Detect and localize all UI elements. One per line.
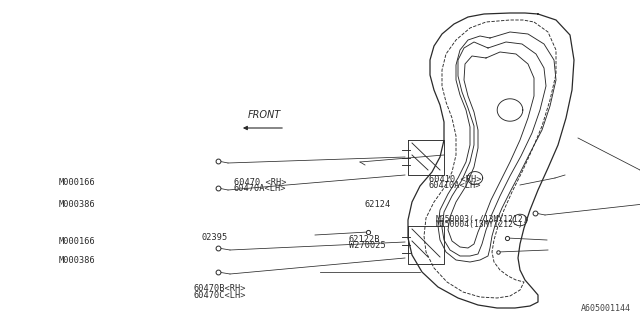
Text: W270025: W270025 <box>349 241 385 250</box>
Text: 02395: 02395 <box>202 233 228 242</box>
Text: A605001144: A605001144 <box>580 304 630 313</box>
Text: M000386: M000386 <box>59 200 95 209</box>
Text: M050003(-/13MY1212): M050003(-/13MY1212) <box>435 215 528 224</box>
Text: 62124: 62124 <box>365 200 391 209</box>
Text: M000166: M000166 <box>59 237 95 246</box>
Text: M000166: M000166 <box>59 178 95 187</box>
Text: M050004(13MY1212-): M050004(13MY1212-) <box>435 220 523 229</box>
Text: 60470B<RH>: 60470B<RH> <box>193 284 246 293</box>
Text: 60470C<LH>: 60470C<LH> <box>193 291 246 300</box>
Text: 60470A<LH>: 60470A<LH> <box>234 184 286 193</box>
Text: 60410 <RH>: 60410 <RH> <box>429 175 481 184</box>
Text: 60470 <RH>: 60470 <RH> <box>234 178 286 187</box>
Text: 60410A<LH>: 60410A<LH> <box>429 181 481 190</box>
Text: 62122B: 62122B <box>349 235 380 244</box>
Text: FRONT: FRONT <box>248 110 281 120</box>
Text: M000386: M000386 <box>59 256 95 265</box>
